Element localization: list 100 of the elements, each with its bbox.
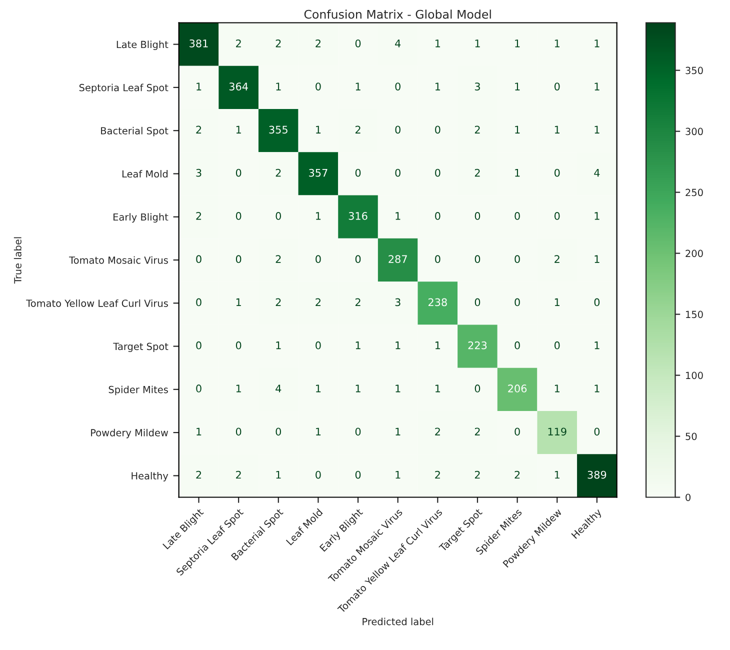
data-label: 2 <box>474 168 480 177</box>
data-label: 2 <box>316 298 320 306</box>
data-label: 2 <box>514 470 520 479</box>
data-label: 2 <box>276 255 281 263</box>
data-label: 0 <box>554 341 560 350</box>
data-label: 206 <box>508 384 527 392</box>
data-label: 0 <box>514 428 520 436</box>
data-label: 2 <box>474 470 480 479</box>
data-label: 0 <box>474 255 480 264</box>
data-label: 1 <box>196 428 202 436</box>
data-label: 1 <box>316 428 321 436</box>
data-label: 1 <box>196 82 202 90</box>
data-label: 2 <box>196 126 202 134</box>
data-label: 1 <box>594 40 600 48</box>
data-label: 1 <box>356 384 360 392</box>
data-label: 0 <box>316 82 321 90</box>
data-label: 1 <box>396 428 400 436</box>
data-label: 1 <box>316 212 321 220</box>
data-label: 1 <box>236 126 241 134</box>
data-label: 4 <box>594 169 600 177</box>
data-label: 119 <box>548 428 566 436</box>
data-label: 0 <box>395 168 400 177</box>
data-label: 2 <box>316 39 320 48</box>
data-label: 4 <box>395 40 401 48</box>
data-label: 1 <box>594 82 600 90</box>
data-label: 0 <box>316 470 321 479</box>
data-label: 357 <box>309 168 328 177</box>
data-label: 2 <box>276 39 281 48</box>
data-label: 1 <box>396 384 400 392</box>
y-tick-label: Septoria Leaf Spot <box>79 84 168 94</box>
data-label: 355 <box>269 126 288 134</box>
data-label: 2 <box>276 168 281 177</box>
data-label: 1 <box>396 470 400 479</box>
y-tick-label: Late Blight <box>116 40 168 50</box>
data-label: 1 <box>276 342 281 350</box>
data-label: 4 <box>276 384 282 392</box>
data-label: 1 <box>594 126 600 134</box>
data-label: 0 <box>355 168 361 177</box>
data-label: 0 <box>554 168 560 177</box>
data-label: 0 <box>236 341 242 350</box>
y-tick-label: Early Blight <box>114 213 168 223</box>
data-label: 1 <box>276 470 281 479</box>
data-label: 0 <box>435 126 440 134</box>
data-label: 0 <box>474 384 480 392</box>
data-label: 2 <box>236 39 241 48</box>
data-label: 1 <box>594 384 600 392</box>
data-label: 1 <box>356 342 360 350</box>
y-tick-label: Powdery Mildew <box>91 428 168 438</box>
data-label: 0 <box>435 255 440 264</box>
data-label: 364 <box>229 82 248 90</box>
data-label: 0 <box>554 82 560 90</box>
data-label: 1 <box>436 40 440 48</box>
data-label: 0 <box>316 341 321 350</box>
data-label: 2 <box>196 470 202 479</box>
data-label: 2 <box>355 298 360 306</box>
data-label: 0 <box>316 255 321 264</box>
data-label: 0 <box>474 298 480 306</box>
data-label: 1 <box>515 169 520 177</box>
color-bar-label: 50 <box>686 432 697 440</box>
data-label: 1 <box>594 255 600 263</box>
data-label: 1 <box>436 384 440 392</box>
y-tick-label: Tomato Mosaic Virus <box>69 256 168 264</box>
data-label: 3 <box>474 82 480 90</box>
data-label: 1 <box>515 126 520 134</box>
data-label: 1 <box>316 126 321 134</box>
data-label: 381 <box>190 39 208 48</box>
y-tick-label: Healthy <box>132 472 168 482</box>
data-label: 1 <box>396 342 400 350</box>
data-label: 0 <box>355 428 361 436</box>
y-tick-label: Bacterial Spot <box>101 126 168 136</box>
data-label: 1 <box>236 298 241 306</box>
data-label: 0 <box>594 428 600 436</box>
data-label: 0 <box>435 212 440 220</box>
data-label: 2 <box>474 126 480 134</box>
y-tick-label: Spider Mites <box>108 386 168 396</box>
data-label: 316 <box>348 212 368 220</box>
color-bar-label: 0 <box>686 494 691 502</box>
data-label: 3 <box>196 168 202 177</box>
chart-title: Confusion Matrix - Global Model <box>304 10 491 19</box>
data-label: 1 <box>554 470 560 479</box>
y-axis-title: True label <box>14 237 22 284</box>
data-label: 0 <box>514 255 520 264</box>
data-label: 2 <box>236 470 241 479</box>
data-label: 0 <box>355 470 361 479</box>
data-label: 2 <box>355 126 360 134</box>
data-label: 1 <box>475 40 480 48</box>
y-tick-label: Target Spot <box>113 342 168 352</box>
data-label: 1 <box>276 82 281 90</box>
data-label: 238 <box>428 298 447 306</box>
color-bar-label: 100 <box>686 372 703 380</box>
data-label: 2 <box>474 428 480 436</box>
data-label: 287 <box>388 255 407 264</box>
data-label: 0 <box>474 212 480 220</box>
data-label: 223 <box>468 341 487 350</box>
data-label: 1 <box>436 342 440 350</box>
data-label: 1 <box>554 40 560 48</box>
data-label: 1 <box>515 40 520 48</box>
data-label: 1 <box>316 384 321 392</box>
data-label: 0 <box>276 428 282 436</box>
data-label: 1 <box>396 212 400 220</box>
